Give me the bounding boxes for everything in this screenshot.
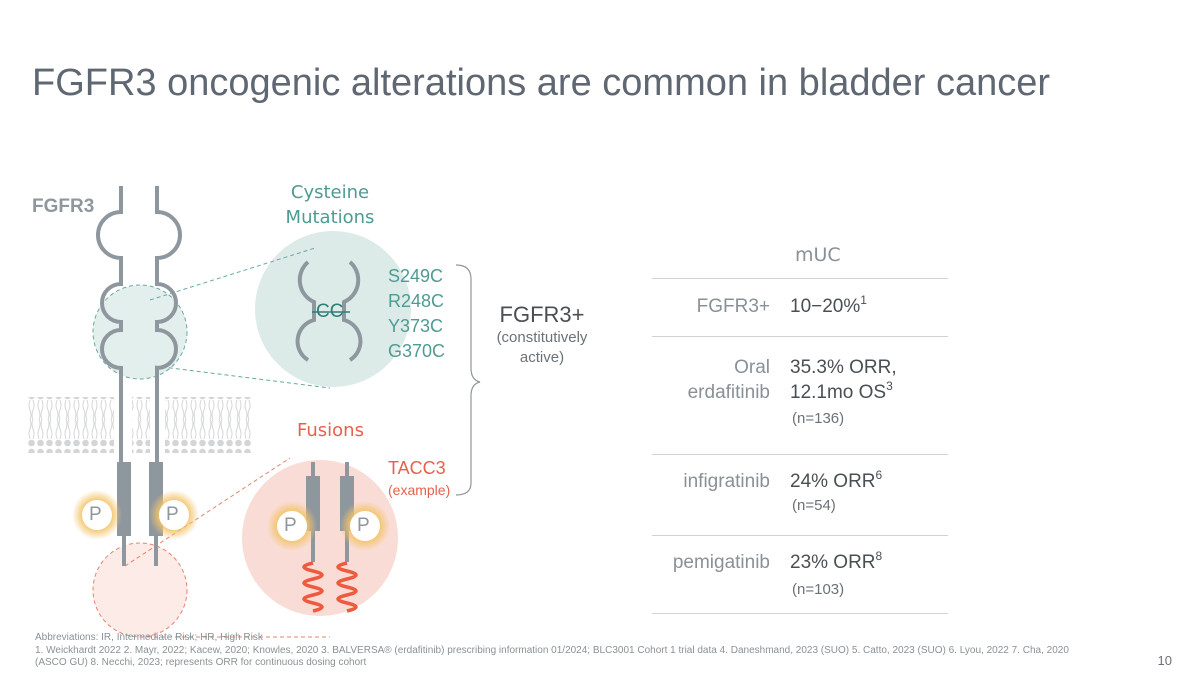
slide-title: FGFR3 oncogenic alterations are common i… [32,62,1051,104]
mutation-item: Y373C [388,316,444,336]
footnote-ref: 1 [860,293,867,307]
mutation-item: G370C [388,341,446,361]
value-text: 23% ORR [790,552,876,573]
column-header: mUC [795,244,841,266]
page-number: 10 [1157,653,1172,668]
sample-size: (n=103) [792,581,845,598]
fusion-note: (example) [388,482,451,498]
row-value: 10−20%1 [790,294,867,319]
fgfr3-plus-callout: FGFR3+ (constitutively active) [482,302,602,368]
divider [652,613,948,614]
value-text: 24% ORR [790,471,876,492]
callout-note: active) [519,349,565,366]
divider [652,454,948,455]
row-value: 23% ORR8 [790,550,882,575]
abbreviations: Abbreviations: IR, Intermediate Risk; HR… [35,632,263,643]
footnotes: Abbreviations: IR, Intermediate Risk; HR… [35,632,1095,670]
row-label: infigratinib [683,471,770,492]
row-label: Oral [734,357,770,378]
mutation-list: S249C R248C Y373C G370C [388,264,445,364]
references: 1. Weickhardt 2022 2. Mayr, 2022; Kacew,… [35,644,1069,669]
value-text: 12.1mo OS [790,382,887,403]
fusion-zoom-circle [242,460,398,616]
phospho-label: P [166,504,179,525]
phospho-icons [72,490,390,551]
divider [652,535,948,536]
sample-size: (n=54) [792,497,836,514]
mutation-item: S249C [388,266,444,286]
footnote-ref: 3 [886,379,893,393]
heading-line: Mutations [285,207,375,228]
brace-icon [455,264,481,496]
row-label: pemigatinib [672,552,770,573]
fgfr3-receptor [96,186,182,566]
phospho-label: P [284,515,297,536]
mutation-item: R248C [388,291,445,311]
row-label: FGFR3+ [696,296,770,317]
row-value: 12.1mo OS3 [790,380,893,405]
receptor-label: FGFR3 [32,196,95,217]
callout-note: (constitutively [496,329,588,346]
footnote-ref: 6 [875,468,883,482]
footnote-ref: 8 [875,549,883,563]
sample-size: (n=136) [792,410,845,427]
callout-title: FGFR3+ [499,302,585,327]
phospho-label: P [89,504,102,525]
cc-label: CC [316,301,344,322]
fusion-partner: TACC3 [388,458,446,478]
row-value: 35.3% ORR, [790,357,897,378]
phospho-label: P [357,515,370,536]
cysteine-mutations-heading: Cysteine Mutations [270,180,390,230]
row-label: erdafitinib [687,382,770,403]
value-text: 10−20% [790,296,861,317]
divider [652,336,948,337]
cell-membrane [28,397,114,453]
divider [652,278,948,279]
cysteine-zoom-circle [255,231,411,387]
fusions-heading: Fusions [297,420,364,441]
heading-line: Cysteine [290,182,370,203]
row-value: 24% ORR6 [790,469,882,494]
